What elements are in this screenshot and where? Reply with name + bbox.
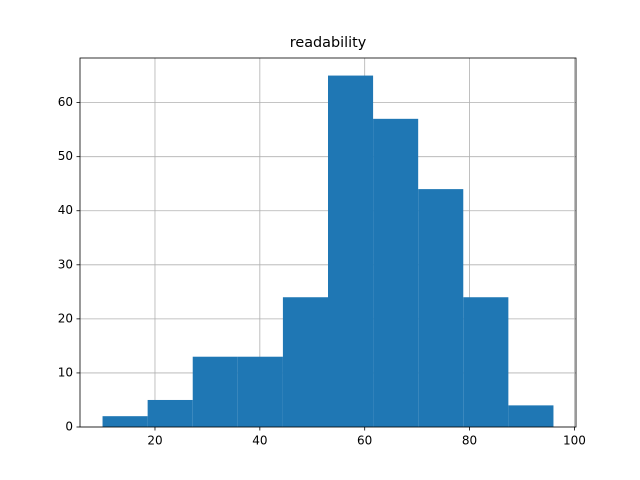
y-tick-label: 30 (58, 257, 73, 271)
bar (147, 399, 193, 427)
bar (328, 75, 374, 428)
bar (192, 356, 238, 427)
y-tick-label: 50 (58, 149, 73, 163)
y-tick-label: 40 (58, 203, 73, 217)
x-tick-label: 80 (462, 434, 477, 448)
x-tick-label: 40 (252, 434, 267, 448)
y-tick-label: 0 (65, 420, 73, 434)
x-tick-label: 60 (357, 434, 372, 448)
chart-title: readability (290, 35, 367, 51)
y-tick-label: 10 (58, 365, 73, 379)
y-tick-label: 20 (58, 311, 73, 325)
bar (102, 416, 148, 427)
bar (282, 297, 328, 427)
bar (237, 356, 283, 427)
plot-frame (79, 57, 577, 428)
bar (463, 297, 509, 427)
bar (418, 189, 464, 427)
x-tick-label: 20 (147, 434, 162, 448)
bar (508, 405, 554, 427)
y-tick-label: 60 (58, 95, 73, 109)
x-tick-label: 100 (563, 434, 586, 448)
bar (373, 118, 419, 428)
